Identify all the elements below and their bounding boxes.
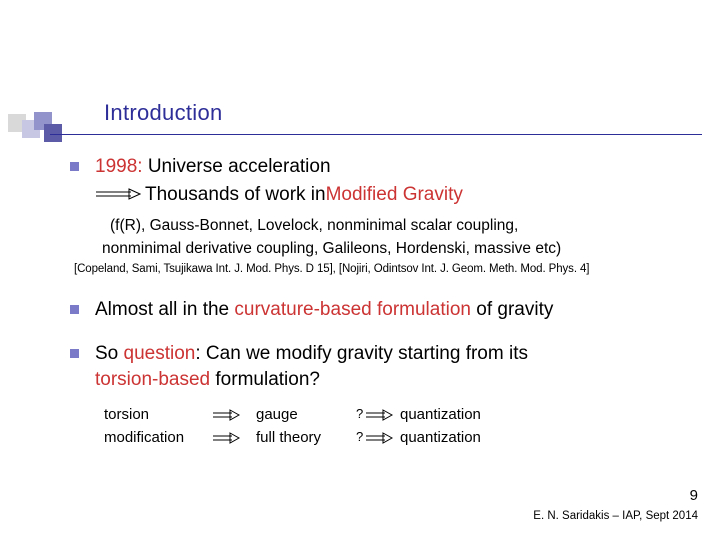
bullet-2-text: Almost all in the curvature-based formul… bbox=[95, 297, 553, 323]
bullet-icon bbox=[70, 349, 79, 358]
arrow-grid-row-1: torsion gauge ? quantization bbox=[104, 406, 696, 423]
grid-r1c3: quantization bbox=[400, 406, 481, 423]
slide-footer: 9 E. N. Saridakis – IAP, Sept 2014 bbox=[533, 485, 698, 524]
double-arrow-icon bbox=[212, 432, 256, 444]
b2-d: of gravity bbox=[471, 299, 553, 320]
bullet-3-text: So question: Can we modify gravity start… bbox=[95, 341, 528, 392]
grid-r2c1: modification bbox=[104, 429, 212, 446]
slide-content: 1998: Universe acceleration Thousands of… bbox=[70, 154, 696, 452]
long-arrow-icon bbox=[95, 188, 141, 200]
footer-byline: E. N. Saridakis – IAP, Sept 2014 bbox=[533, 508, 698, 524]
b3-e: formulation? bbox=[210, 369, 320, 390]
grid-r1c2: gauge bbox=[256, 406, 356, 423]
bullet-2: Almost all in the curvature-based formul… bbox=[70, 297, 696, 323]
arrow-grid: torsion gauge ? quantization modificatio… bbox=[104, 406, 696, 446]
grid-r2c3: quantization bbox=[400, 429, 481, 446]
grid-r1c1: torsion bbox=[104, 406, 212, 423]
bullet-icon bbox=[70, 305, 79, 314]
question-arrow-icon: ? bbox=[356, 408, 400, 421]
bullet-icon bbox=[70, 162, 79, 171]
title-underline bbox=[50, 134, 702, 135]
b3-d: torsion-based bbox=[95, 369, 210, 390]
sub-note-l1: (f(R), Gauss-Bonnet, Lovelock, nonminima… bbox=[110, 215, 696, 237]
b3-a: So bbox=[95, 343, 124, 364]
bullet-1-arrow-b: Modified Gravity bbox=[326, 182, 463, 208]
b2-c: formulation bbox=[372, 299, 471, 320]
bullet-1-arrow-line: Thousands of work in Modified Gravity bbox=[95, 182, 696, 208]
bullet-1-arrow-a: Thousands of work in bbox=[145, 182, 326, 208]
arrow-grid-row-2: modification full theory ? quantization bbox=[104, 429, 696, 446]
b3-c: : Can we modify gravity starting from it… bbox=[195, 343, 528, 364]
b2-a: Almost all in the bbox=[95, 299, 234, 320]
bullet-1-rest: Universe acceleration bbox=[148, 156, 331, 177]
slide-title: Introduction bbox=[104, 100, 223, 126]
bullet-1-year: 1998: bbox=[95, 156, 148, 177]
b3-b: question bbox=[124, 343, 196, 364]
citation: [Copeland, Sami, Tsujikawa Int. J. Mod. … bbox=[74, 263, 696, 275]
bullet-3: So question: Can we modify gravity start… bbox=[70, 341, 696, 392]
b2-b: curvature-based bbox=[234, 299, 371, 320]
question-arrow-icon: ? bbox=[356, 431, 400, 444]
sub-note: (f(R), Gauss-Bonnet, Lovelock, nonminima… bbox=[110, 215, 696, 260]
sub-note-l2: nonminimal derivative coupling, Galileon… bbox=[102, 238, 696, 260]
double-arrow-icon bbox=[212, 409, 256, 421]
grid-r2c2: full theory bbox=[256, 429, 356, 446]
deco-sq-4 bbox=[44, 124, 62, 142]
question-mark-icon: ? bbox=[356, 406, 363, 421]
bullet-1-text: 1998: Universe acceleration bbox=[95, 154, 331, 180]
question-mark-icon: ? bbox=[356, 429, 363, 444]
bullet-1: 1998: Universe acceleration bbox=[70, 154, 696, 180]
slide-number: 9 bbox=[533, 485, 698, 506]
